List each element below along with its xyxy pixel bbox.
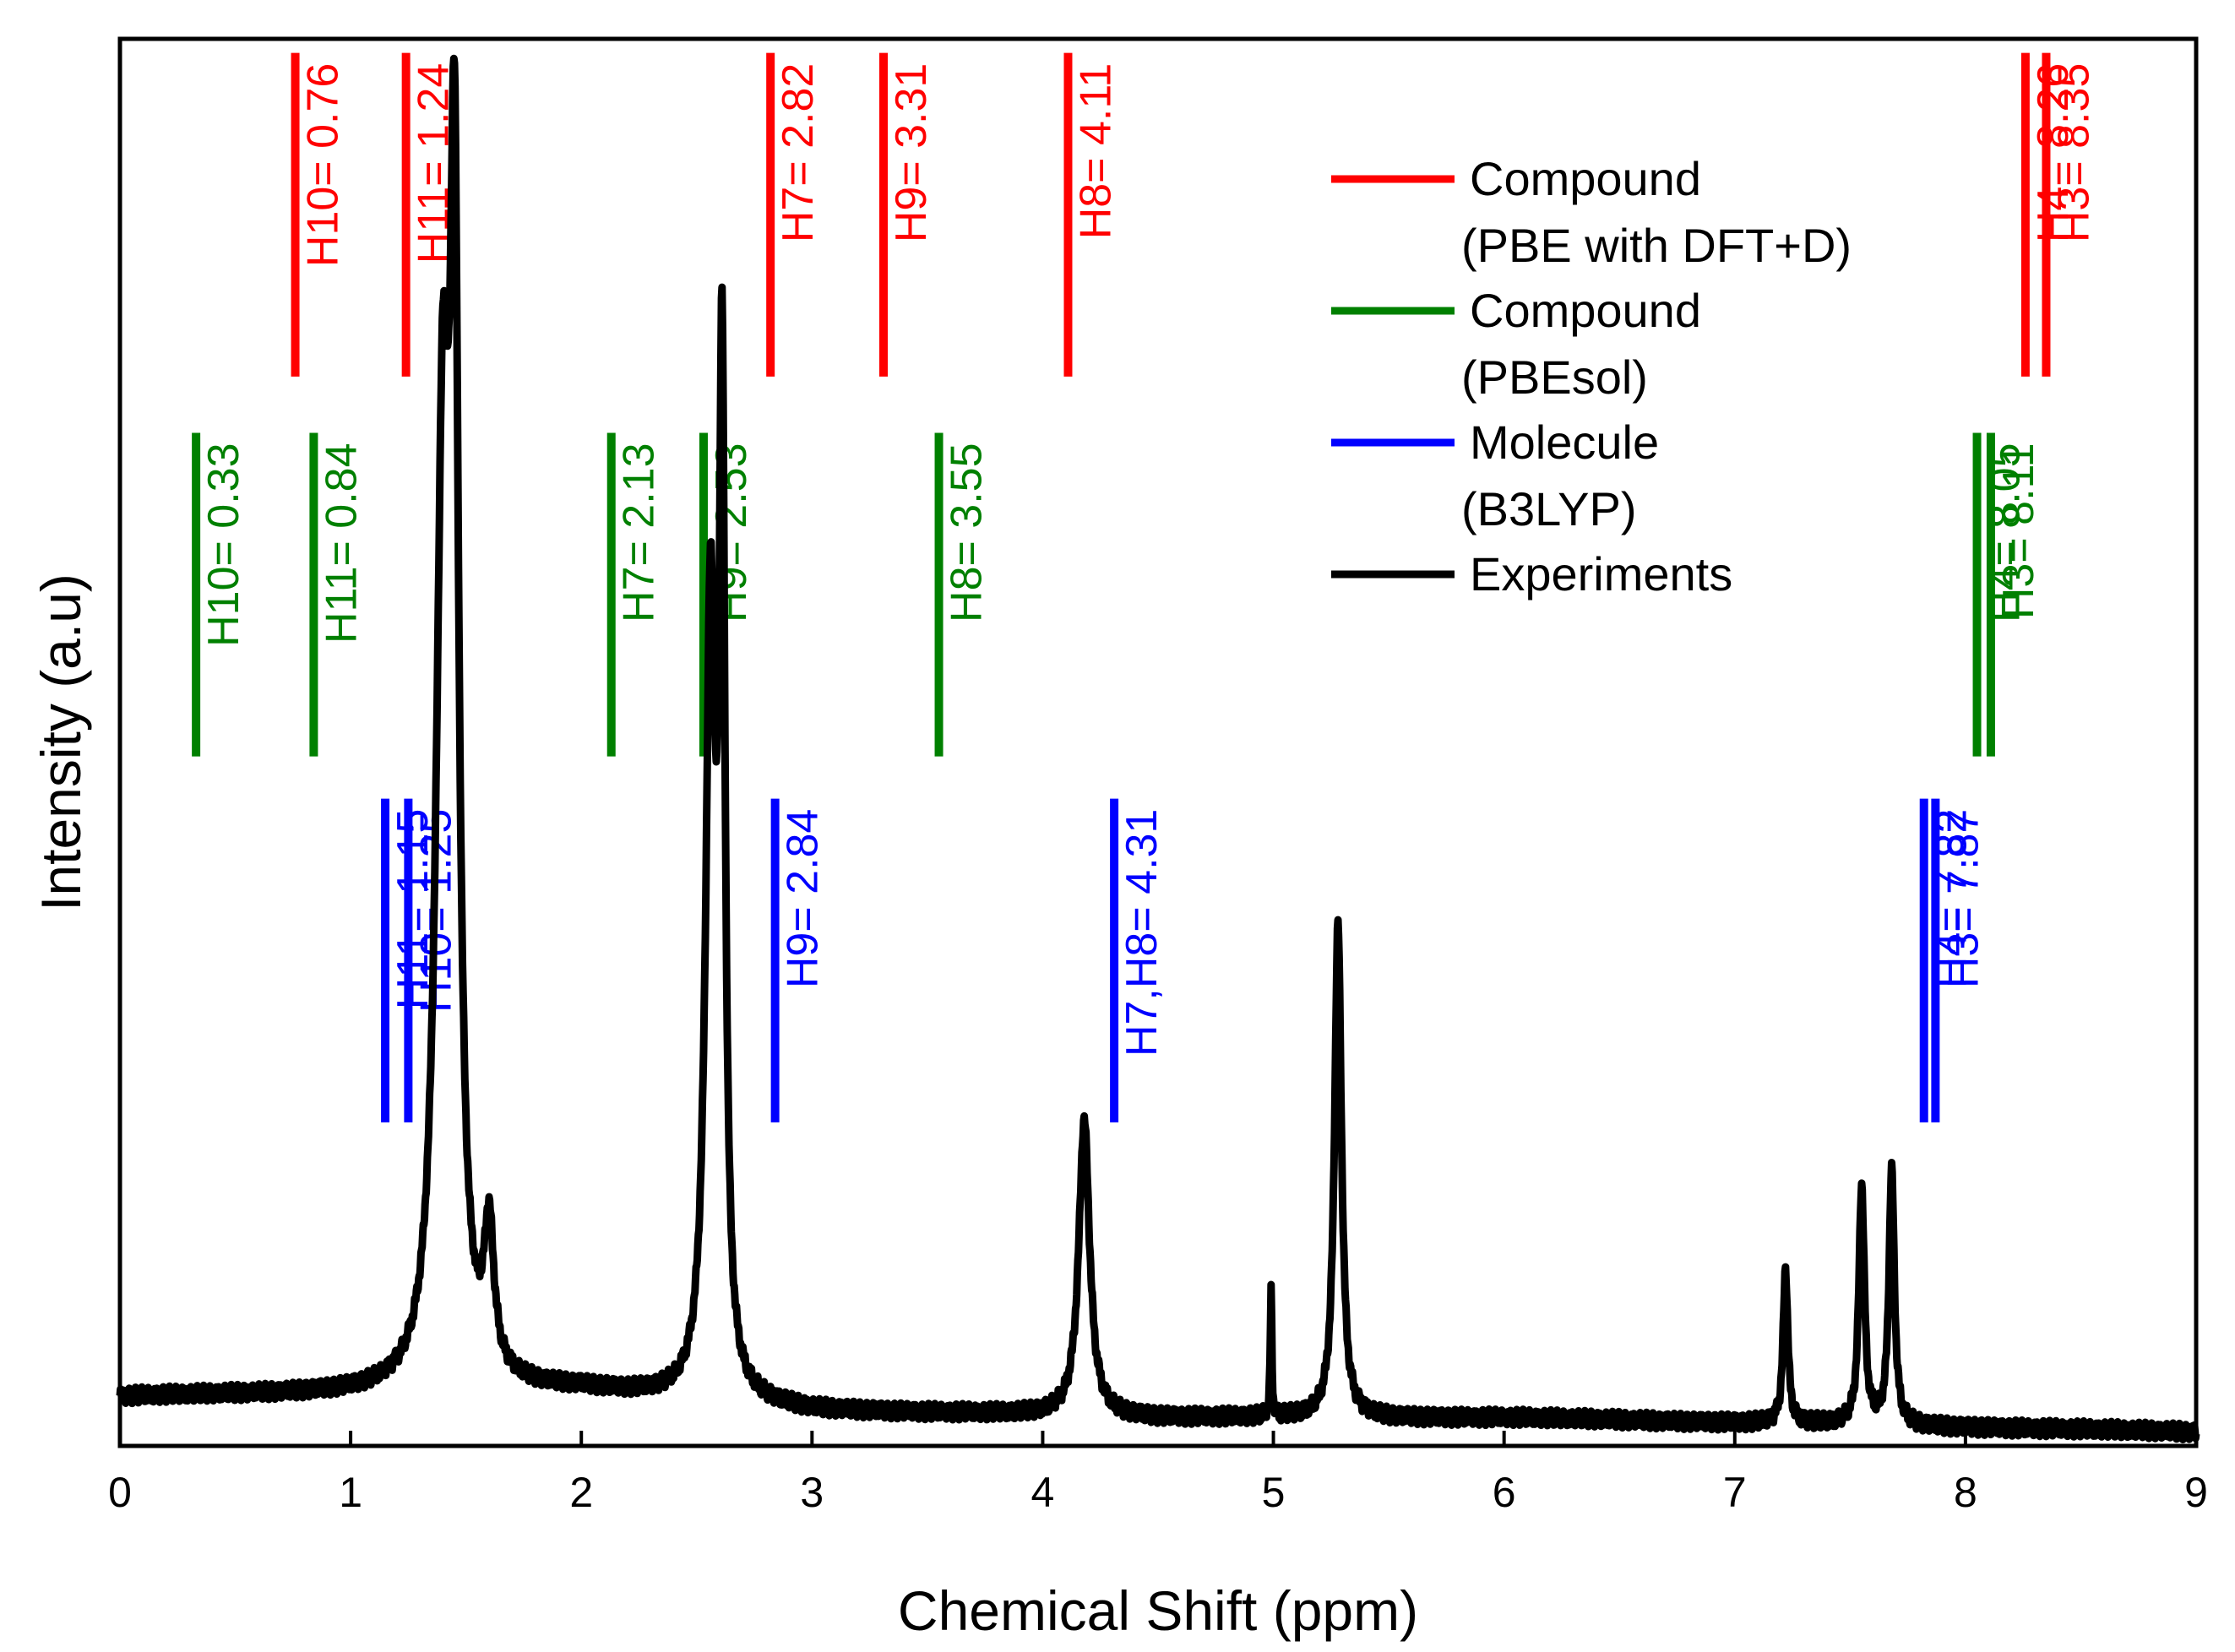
x-tick-label: 2 [569, 1469, 593, 1516]
x-tick-label: 6 [1493, 1469, 1516, 1516]
shift-label: H9= 3.31 [887, 63, 936, 243]
shift-label: H3= 8.35 [2049, 63, 2098, 243]
x-axis-title: Chemical Shift (ppm) [898, 1579, 1418, 1642]
shift-label: H7= 2.82 [774, 63, 823, 243]
shift-label: H7,H8= 4.31 [1118, 809, 1166, 1057]
legend-label: Compound [1470, 284, 1701, 337]
shift-label: H8= 3.55 [943, 443, 992, 622]
shift-label: H10= 0.76 [299, 63, 348, 267]
legend-label: Molecule [1470, 416, 1659, 469]
shift-label: H7= 2.13 [615, 443, 664, 622]
shift-label: H8= 4.11 [1071, 63, 1120, 240]
legend-sublabel: (B3LYP) [1461, 482, 1636, 535]
shift-label: H11= 0.84 [317, 443, 366, 644]
x-tick-label: 5 [1262, 1469, 1286, 1516]
x-tick-label: 1 [339, 1469, 362, 1516]
calculated-shifts: H10= 0.76 H11= 1.24 H7= 2.82 H9= 3.31 H8= 4.… [192, 52, 2098, 1122]
legend-sublabel: (PBEsol) [1461, 351, 1648, 404]
shift-label: H3= 8.11 [1994, 443, 2043, 619]
x-tick-label: 0 [108, 1469, 132, 1516]
x-axis: 0 1 2 3 4 5 6 7 8 9 [108, 1431, 2208, 1516]
x-tick-label: 3 [800, 1469, 824, 1516]
x-tick-label: 4 [1031, 1469, 1055, 1516]
shift-label: H9= 2.84 [779, 809, 828, 989]
x-tick-label: 8 [1954, 1469, 1977, 1516]
plot-area [117, 36, 2199, 1448]
shift-label: H4= 8.26 [2029, 63, 2078, 243]
legend: Compound (PBE with DFT+D) Compound (PBEsol)… [1331, 152, 1852, 600]
experiment-series [116, 54, 2200, 1443]
experiment-line [116, 54, 2200, 1443]
legend-sublabel: (PBE with DFT+D) [1461, 219, 1852, 272]
shift-label: H3= 7.87 [1939, 809, 1988, 989]
y-axis-title: Intensity (a.u) [30, 573, 92, 911]
x-tick-label: 9 [2184, 1469, 2208, 1516]
shift-label: H10= 0.33 [199, 443, 248, 646]
legend-label: Compound [1470, 152, 1701, 205]
legend-label: Experiments [1470, 547, 1732, 600]
x-tick-label: 7 [1723, 1469, 1747, 1516]
